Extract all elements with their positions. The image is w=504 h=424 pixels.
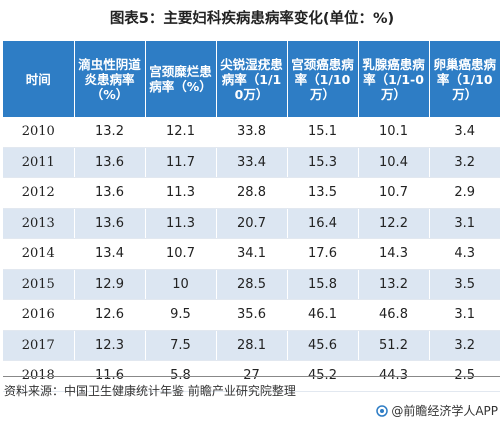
value-cell: 12.9 xyxy=(74,269,146,300)
value-cell: 45.6 xyxy=(287,330,359,361)
value-cell: 10.4 xyxy=(358,147,430,178)
value-cell: 27 xyxy=(216,360,288,392)
table-row: 2018 11.6 5.8 27 45.2 44.3 2.5 xyxy=(3,360,500,392)
value-cell: 46.8 xyxy=(358,299,430,331)
value-cell: 16.4 xyxy=(287,208,359,239)
brand-credit: @前瞻经济学人APP xyxy=(376,402,498,419)
value-cell: 35.6 xyxy=(216,299,288,331)
value-cell: 12.1 xyxy=(145,117,217,148)
value-cell: 28.8 xyxy=(216,177,288,209)
column-header: 宫颈糜烂患病率（%） xyxy=(145,41,217,117)
year-cell: 2018 xyxy=(3,360,75,392)
year-cell: 2016 xyxy=(3,299,75,331)
value-cell: 13.2 xyxy=(358,269,430,300)
value-cell: 45.2 xyxy=(287,360,359,392)
value-cell: 33.4 xyxy=(216,147,288,178)
value-cell: 3.1 xyxy=(429,299,500,331)
value-cell: 44.3 xyxy=(358,360,430,392)
column-header: 滴虫性阴道炎患病率（%） xyxy=(74,41,146,117)
column-header: 卵巢癌患病率（1/10万） xyxy=(429,41,500,117)
value-cell: 7.5 xyxy=(145,330,217,361)
value-cell: 13.4 xyxy=(74,238,146,270)
value-cell: 3.5 xyxy=(429,269,500,300)
value-cell: 10 xyxy=(145,269,217,300)
data-table: 时间 滴虫性阴道炎患病率（%） 宫颈糜烂患病率（%） 尖锐湿疣患病率（1/10万… xyxy=(3,41,500,392)
table-row: 2015 12.9 10 28.5 15.8 13.2 3.5 xyxy=(3,269,500,300)
table-row: 2014 13.4 10.7 34.1 17.6 14.3 4.3 xyxy=(3,238,500,270)
value-cell: 15.3 xyxy=(287,147,359,178)
year-cell: 2015 xyxy=(3,269,75,300)
value-cell: 11.3 xyxy=(145,177,217,209)
value-cell: 46.1 xyxy=(287,299,359,331)
value-cell: 13.6 xyxy=(74,147,146,178)
table-row: 2010 13.2 12.1 33.8 15.1 10.1 3.4 xyxy=(3,117,500,148)
value-cell: 2.9 xyxy=(429,177,500,209)
column-header: 尖锐湿疣患病率（1/10万） xyxy=(216,41,288,117)
value-cell: 9.5 xyxy=(145,299,217,331)
value-cell: 13.2 xyxy=(74,117,146,148)
value-cell: 10.7 xyxy=(145,238,217,270)
table-row: 2016 12.6 9.5 35.6 46.1 46.8 3.1 xyxy=(3,299,500,331)
value-cell: 3.2 xyxy=(429,147,500,178)
brand-label: @前瞻经济学人APP xyxy=(391,404,498,418)
table-header-row: 时间 滴虫性阴道炎患病率（%） 宫颈糜烂患病率（%） 尖锐湿疣患病率（1/10万… xyxy=(3,41,500,117)
year-cell: 2013 xyxy=(3,208,75,239)
table-row: 2011 13.6 11.7 33.4 15.3 10.4 3.2 xyxy=(3,147,500,178)
column-header: 时间 xyxy=(3,41,75,117)
value-cell: 20.7 xyxy=(216,208,288,239)
value-cell: 12.6 xyxy=(74,299,146,331)
column-header: 乳腺癌患病率（1/1-0万） xyxy=(358,41,430,117)
value-cell: 11.7 xyxy=(145,147,217,178)
value-cell: 34.1 xyxy=(216,238,288,270)
value-cell: 12.2 xyxy=(358,208,430,239)
brand-logo-icon xyxy=(376,404,389,417)
year-cell: 2017 xyxy=(3,330,75,361)
value-cell: 2.5 xyxy=(429,360,500,392)
value-cell: 28.5 xyxy=(216,269,288,300)
table-row: 2012 13.6 11.3 28.8 13.5 10.7 2.9 xyxy=(3,177,500,209)
column-header: 宫颈癌患病率（1/10万） xyxy=(287,41,359,117)
value-cell: 13.6 xyxy=(74,208,146,239)
value-cell: 10.1 xyxy=(358,117,430,148)
value-cell: 11.3 xyxy=(145,208,217,239)
value-cell: 10.7 xyxy=(358,177,430,209)
value-cell: 51.2 xyxy=(358,330,430,361)
value-cell: 4.3 xyxy=(429,238,500,270)
value-cell: 3.1 xyxy=(429,208,500,239)
value-cell: 3.2 xyxy=(429,330,500,361)
table-row: 2017 12.3 7.5 28.1 45.6 51.2 3.2 xyxy=(3,330,500,361)
value-cell: 28.1 xyxy=(216,330,288,361)
year-cell: 2014 xyxy=(3,238,75,270)
value-cell: 17.6 xyxy=(287,238,359,270)
table-row: 2013 13.6 11.3 20.7 16.4 12.2 3.1 xyxy=(3,208,500,239)
value-cell: 33.8 xyxy=(216,117,288,148)
value-cell: 13.6 xyxy=(74,177,146,209)
value-cell: 5.8 xyxy=(145,360,217,392)
year-cell: 2012 xyxy=(3,177,75,209)
value-cell: 15.8 xyxy=(287,269,359,300)
year-cell: 2011 xyxy=(3,147,75,178)
source-divider xyxy=(3,376,500,377)
value-cell: 11.6 xyxy=(74,360,146,392)
value-cell: 15.1 xyxy=(287,117,359,148)
chart-title: 图表5：主要妇科疾病患病率变化(单位：%) xyxy=(109,11,395,27)
value-cell: 14.3 xyxy=(358,238,430,270)
year-cell: 2010 xyxy=(3,117,75,148)
value-cell: 3.4 xyxy=(429,117,500,148)
value-cell: 13.5 xyxy=(287,177,359,209)
value-cell: 12.3 xyxy=(74,330,146,361)
source-note: 资料来源：中国卫生健康统计年鉴 前瞻产业研究院整理 xyxy=(4,384,296,398)
